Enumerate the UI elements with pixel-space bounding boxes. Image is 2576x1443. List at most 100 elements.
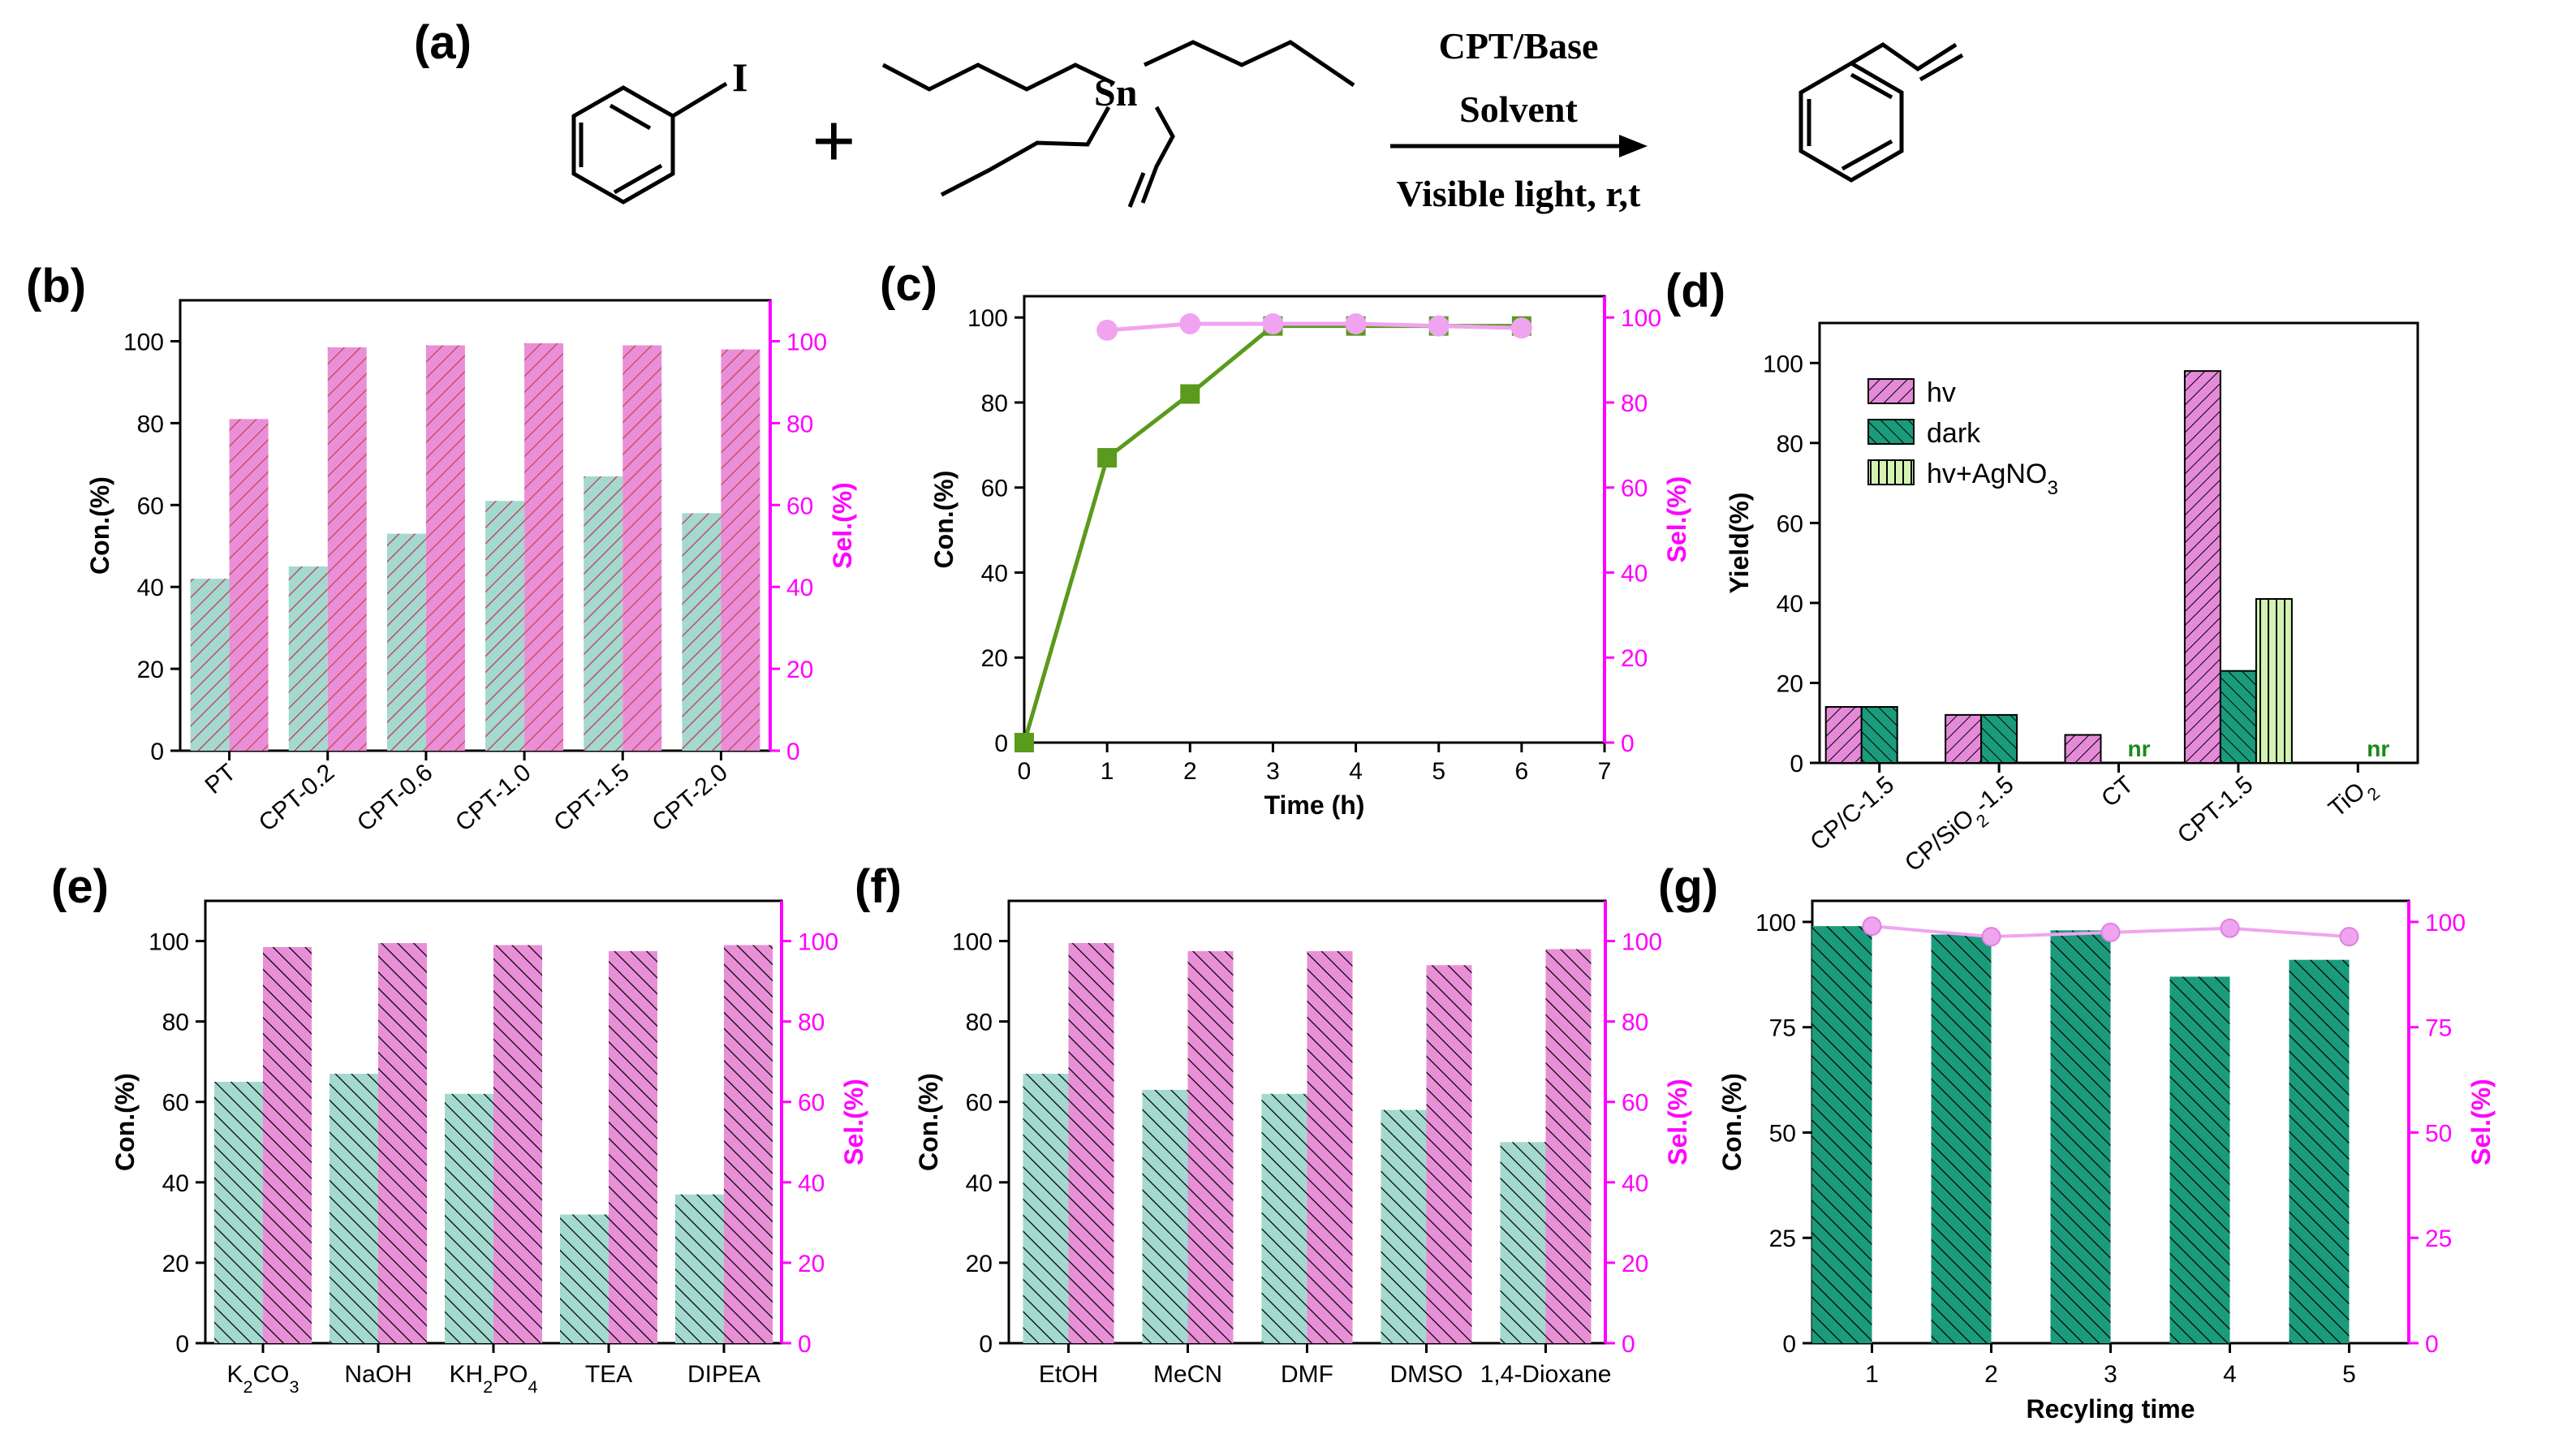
y2-tick-label-g: 50 bbox=[2425, 1120, 2452, 1147]
x-axis-label-c: Time (h) bbox=[1264, 790, 1365, 820]
con-point-c bbox=[1014, 733, 1034, 752]
y2-tick-label-b: 0 bbox=[786, 739, 800, 765]
sel-point-g bbox=[2100, 922, 2121, 942]
chart-e: (e) K2CO3 NaOH KH2PO4 TEA DIPEA 0 20 40 60 80 100 Co… bbox=[51, 860, 868, 1397]
plot-frame-c bbox=[1023, 295, 1606, 744]
panel-label-e: (e) bbox=[51, 860, 109, 913]
x-tick-label-g: 1 bbox=[1865, 1361, 1879, 1388]
bar-con-e bbox=[560, 1214, 609, 1343]
y-tick-label-e: 80 bbox=[162, 1010, 189, 1036]
chart-g: (g)1 2 3 4 50255075100Con.(%)0255075100Sel.(… bbox=[1658, 860, 2496, 1424]
y2-axis-label-b: Sel.(%) bbox=[828, 482, 857, 569]
y-tick-label-g: 50 bbox=[1769, 1120, 1796, 1147]
y-tick-label-g: 75 bbox=[1769, 1015, 1796, 1042]
bar-con-e bbox=[214, 1081, 263, 1343]
y2-tick-label-c: 0 bbox=[1621, 730, 1635, 757]
y-tick-label-d: 40 bbox=[1777, 591, 1803, 618]
bar-con-g bbox=[2050, 930, 2111, 1343]
legend-swatch-d bbox=[1867, 419, 1915, 445]
y-tick-label-c: 40 bbox=[981, 560, 1008, 587]
y2-tick-label-c: 20 bbox=[1621, 645, 1648, 672]
bar-sel-f bbox=[1426, 965, 1472, 1343]
bar-hv-d bbox=[1945, 713, 1983, 765]
bar-con-b bbox=[682, 513, 722, 751]
x-tick-label-c: 5 bbox=[1432, 758, 1445, 785]
bar-hv-agno3-d bbox=[2255, 597, 2293, 764]
legend-label-d: hv bbox=[1927, 377, 1956, 408]
y-axis-label-c: Con.(%) bbox=[929, 471, 958, 569]
bar-hv-d bbox=[2064, 734, 2102, 765]
condition-solvent: Solvent bbox=[1459, 88, 1578, 130]
y-tick-label-e: 60 bbox=[162, 1090, 189, 1117]
y2-tick-label-e: 80 bbox=[798, 1010, 825, 1036]
x-tick-label-b: CPT-1.0 bbox=[450, 759, 536, 837]
x-tick-label-f: DMF bbox=[1281, 1361, 1333, 1388]
y2-tick-label-g: 0 bbox=[2425, 1331, 2439, 1358]
bar-sel-b bbox=[622, 345, 662, 751]
y2-tick-label-b: 20 bbox=[786, 657, 813, 683]
sel-point-c bbox=[1428, 315, 1450, 337]
bar-sel-b bbox=[229, 419, 269, 751]
con-point-c bbox=[1180, 384, 1200, 404]
y2-tick-label-f: 100 bbox=[1622, 929, 1662, 956]
legend-swatch-d bbox=[1867, 459, 1915, 485]
x-tick-label-g: 5 bbox=[2342, 1361, 2356, 1388]
sel-point-c bbox=[1345, 313, 1367, 335]
nr-annotation-d: nr bbox=[2367, 736, 2389, 761]
y2-tick-label-f: 20 bbox=[1622, 1251, 1648, 1277]
bar-con-b bbox=[190, 579, 230, 751]
x-tick-label-e: KH2PO4 bbox=[449, 1361, 537, 1397]
y-tick-label-d: 100 bbox=[1763, 351, 1803, 377]
y2-tick-label-g: 100 bbox=[2425, 910, 2466, 937]
bar-con-f bbox=[1500, 1142, 1546, 1343]
bar-dark-d bbox=[1980, 713, 2018, 765]
bar-con-f bbox=[1142, 1089, 1188, 1343]
legend-label-d: dark bbox=[1927, 418, 1981, 449]
bar-sel-b bbox=[721, 349, 760, 751]
y2-tick-label-c: 40 bbox=[1621, 560, 1648, 587]
y-tick-label-c: 100 bbox=[967, 305, 1008, 332]
y-tick-label-e: 100 bbox=[149, 929, 189, 956]
y-tick-label-f: 100 bbox=[952, 929, 993, 956]
y2-tick-label-f: 80 bbox=[1622, 1010, 1648, 1036]
x-tick-label-f: MeCN bbox=[1153, 1361, 1222, 1388]
con-line-c bbox=[1022, 324, 1522, 743]
tributylvinyltin-structure bbox=[881, 40, 1355, 208]
bar-con-f bbox=[1023, 1074, 1069, 1343]
y-tick-label-f: 0 bbox=[979, 1331, 993, 1358]
y-tick-label-b: 60 bbox=[137, 493, 164, 519]
sel-point-c bbox=[1510, 317, 1532, 339]
bar-sel-e bbox=[378, 943, 427, 1343]
y-tick-label-g: 0 bbox=[1782, 1331, 1796, 1358]
panel-label-b: (b) bbox=[26, 260, 86, 312]
y2-axis-label-f: Sel.(%) bbox=[1663, 1079, 1692, 1165]
bar-con-e bbox=[330, 1074, 378, 1343]
con-point-c bbox=[1097, 448, 1118, 468]
x-tick-label-e: DIPEA bbox=[687, 1361, 760, 1388]
x-tick-label-c: 2 bbox=[1183, 758, 1197, 785]
y2-tick-label-e: 40 bbox=[798, 1170, 825, 1197]
y-tick-label-c: 80 bbox=[981, 390, 1008, 417]
bar-con-g bbox=[1811, 926, 1872, 1343]
y2-tick-label-b: 60 bbox=[786, 493, 813, 519]
x-tick-label-b: CPT-2.0 bbox=[647, 759, 733, 837]
y2-tick-label-g: 25 bbox=[2425, 1225, 2452, 1252]
chart-b: (b) PT CPT-0.2 CPT-0.6 CPT-1.0 CPT-1.5 CPT-2.0… bbox=[26, 260, 857, 837]
y-tick-label-c: 0 bbox=[994, 730, 1008, 757]
y-tick-label-d: 60 bbox=[1777, 510, 1803, 537]
y-tick-label-e: 40 bbox=[162, 1170, 189, 1197]
bar-con-b bbox=[288, 566, 328, 751]
x-tick-label-e: K2CO3 bbox=[226, 1361, 299, 1397]
y2-tick-label-f: 0 bbox=[1622, 1331, 1635, 1358]
x-tick-label-d: CT bbox=[2096, 771, 2139, 812]
x-tick-label-b: CPT-0.2 bbox=[254, 759, 340, 837]
condition-catalyst: CPT/Base bbox=[1439, 25, 1599, 67]
y2-tick-label-c: 100 bbox=[1621, 305, 1661, 332]
legend-swatch-d bbox=[1867, 378, 1915, 404]
x-tick-label-d: CPT-1.5 bbox=[2173, 771, 2259, 849]
x-tick-label-d: CP/SiO2-1.5 bbox=[1900, 771, 2024, 884]
bar-sel-f bbox=[1187, 950, 1234, 1343]
bar-con-b bbox=[584, 476, 623, 751]
bar-sel-b bbox=[524, 342, 564, 751]
